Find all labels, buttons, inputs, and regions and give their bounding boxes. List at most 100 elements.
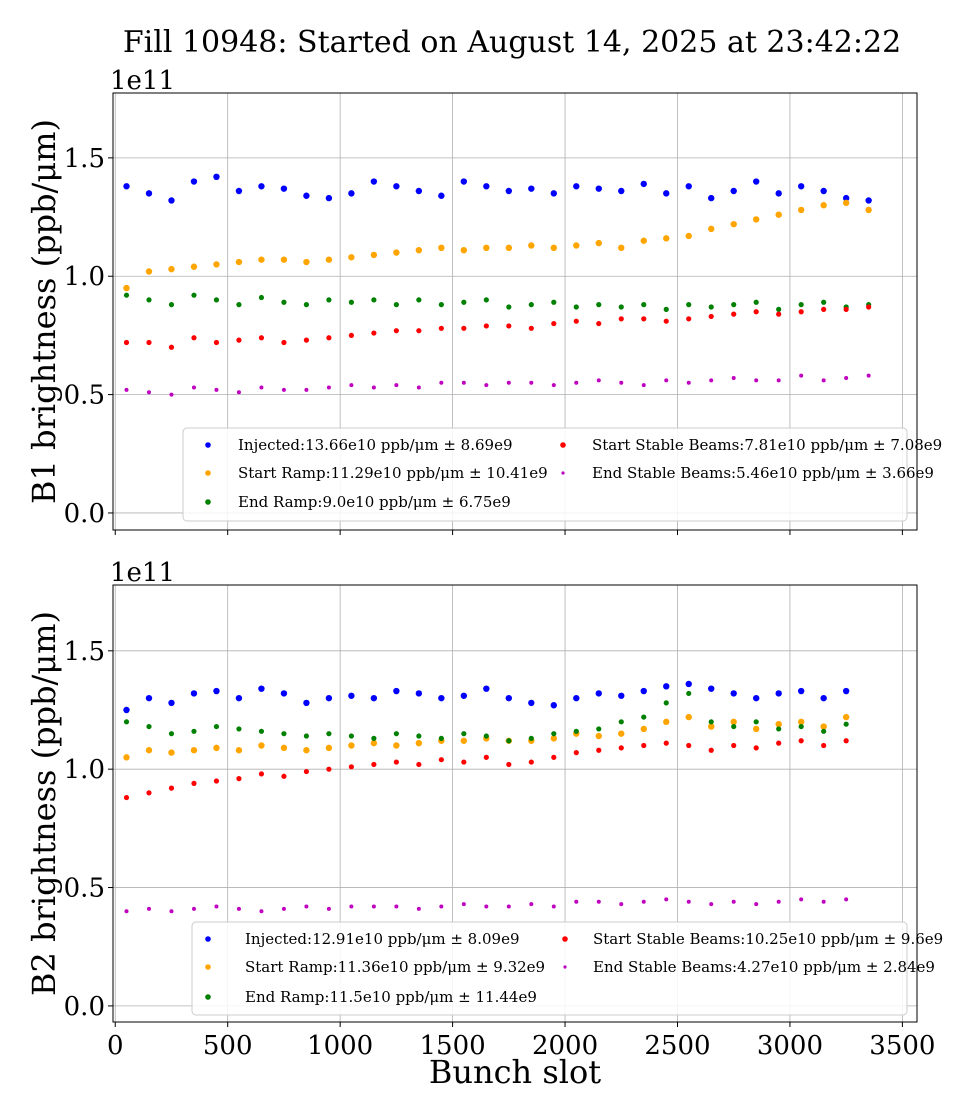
data-point-series-3 [416, 761, 422, 768]
data-point-series-2 [213, 723, 220, 730]
y-tick-label: 0.5 [64, 874, 105, 904]
data-point-series-3 [483, 323, 489, 329]
data-point-series-3 [551, 754, 557, 760]
data-point-series-0 [753, 694, 760, 702]
data-point-series-0 [370, 694, 378, 702]
legend-marker [205, 936, 211, 942]
data-point-series-3 [731, 311, 737, 317]
data-point-series-0 [280, 185, 288, 192]
data-point-series-2 [123, 719, 130, 725]
data-point-series-1 [685, 713, 692, 721]
data-point-series-3 [573, 318, 579, 324]
data-point-series-3 [528, 759, 534, 765]
data-point-series-3 [528, 325, 534, 331]
y-tick-label: 0.5 [64, 381, 105, 411]
data-point-series-0 [190, 690, 198, 697]
data-point-series-1 [753, 725, 760, 733]
b2-panel: 0 500 1000 1500 2000 2500 3000 3500 0.0 0.5 1.0 1.5… [25, 558, 943, 1091]
data-point-series-3 [303, 768, 310, 775]
data-point-series-2 [393, 731, 399, 737]
y-tick-label: 1.0 [64, 262, 105, 292]
x-tick-label: 0 [107, 1031, 124, 1061]
data-point-series-0 [415, 187, 423, 195]
data-point-series-1 [303, 747, 310, 754]
data-point-series-0 [595, 690, 602, 697]
data-point-series-4 [844, 376, 849, 381]
data-point-series-2 [528, 302, 534, 308]
data-point-series-2 [191, 292, 197, 298]
data-point-series-4 [371, 385, 376, 390]
data-point-series-3 [146, 339, 152, 346]
data-point-series-3 [326, 766, 332, 772]
data-point-series-4 [124, 909, 129, 914]
data-point-series-3 [393, 759, 399, 765]
data-point-series-0 [348, 692, 355, 699]
b1-panel: 0.0 0.5 1.0 1.5 1e11 B1 brightness (ppb/μm) In… [25, 66, 942, 535]
data-point-series-4 [754, 902, 759, 907]
data-point-series-4 [416, 906, 421, 911]
data-point-series-2 [776, 306, 782, 312]
data-point-series-2 [753, 719, 759, 725]
data-point-series-0 [573, 183, 580, 190]
data-point-series-2 [821, 299, 827, 305]
data-point-series-3 [798, 309, 804, 315]
data-point-series-1 [708, 723, 715, 730]
data-point-series-2 [168, 731, 175, 737]
data-point-series-1 [550, 244, 557, 252]
data-point-series-4 [799, 373, 804, 378]
data-point-series-2 [303, 733, 310, 739]
legend-label: End Ramp:11.5e10 ppb/μm ± 11.44e9 [245, 988, 537, 1006]
data-point-series-2 [686, 690, 692, 697]
data-point-series-0 [820, 187, 827, 195]
data-point-series-2 [416, 733, 422, 739]
data-point-series-0 [797, 183, 805, 190]
data-point-series-1 [190, 263, 198, 270]
data-point-series-4 [394, 904, 399, 909]
data-point-series-4 [821, 899, 826, 904]
x-tick-label: 2500 [644, 1031, 710, 1061]
data-point-series-2 [573, 304, 579, 310]
data-point-series-3 [483, 754, 489, 760]
data-point-series-4 [641, 383, 646, 388]
data-point-series-0 [595, 185, 602, 192]
y-offset-label: 1e11 [110, 558, 175, 588]
data-point-series-1 [820, 202, 827, 209]
data-point-series-3 [191, 335, 197, 341]
data-point-series-3 [753, 309, 759, 315]
data-point-series-3 [168, 785, 175, 791]
data-point-series-2 [438, 735, 444, 741]
y-tick-label: 1.5 [64, 637, 105, 667]
data-point-series-3 [438, 325, 444, 331]
data-point-series-4 [709, 902, 714, 907]
data-point-series-1 [370, 739, 378, 747]
data-point-series-2 [213, 297, 220, 303]
data-point-series-1 [775, 720, 782, 728]
data-point-series-3 [281, 773, 287, 779]
data-point-series-3 [461, 759, 467, 765]
data-point-series-3 [843, 738, 849, 744]
data-point-series-4 [709, 378, 714, 383]
data-point-series-0 [775, 690, 782, 697]
data-point-series-0 [708, 194, 715, 202]
data-point-series-1 [145, 747, 153, 754]
data-point-series-1 [685, 232, 692, 240]
data-point-series-0 [640, 180, 647, 188]
data-point-series-3 [258, 771, 265, 777]
data-point-series-0 [640, 687, 647, 695]
data-point-series-3 [708, 747, 714, 753]
data-point-series-4 [146, 906, 151, 911]
data-point-series-4 [574, 380, 579, 385]
data-point-series-1 [753, 216, 760, 223]
data-point-series-4 [304, 904, 309, 909]
x-axis-label: Bunch slot [429, 1053, 601, 1091]
data-point-series-1 [393, 249, 400, 256]
data-point-series-0 [775, 190, 782, 197]
legend-label: Start Stable Beams:7.81e10 ppb/μm ± 7.08… [592, 436, 942, 454]
data-point-series-1 [235, 258, 243, 266]
data-point-series-2 [371, 735, 377, 741]
data-point-series-1 [348, 254, 355, 261]
data-point-series-4 [731, 376, 736, 381]
data-point-series-0 [145, 190, 153, 197]
data-point-series-4 [394, 383, 399, 388]
data-point-series-1 [595, 239, 602, 247]
